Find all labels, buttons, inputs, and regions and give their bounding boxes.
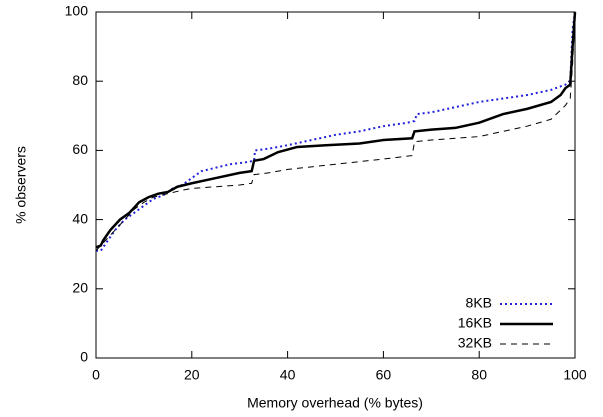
y-tick-label: 0 xyxy=(80,349,88,365)
legend-label: 8KB xyxy=(466,295,492,311)
x-axis-label: Memory overhead (% bytes) xyxy=(247,395,423,411)
y-tick-label: 60 xyxy=(72,141,88,157)
legend-label: 32KB xyxy=(458,335,492,351)
series-line xyxy=(95,11,576,252)
x-tick-label: 100 xyxy=(563,367,587,383)
y-tick-label: 100 xyxy=(65,3,89,19)
x-tick-label: 40 xyxy=(280,367,296,383)
legend-label: 16KB xyxy=(458,315,492,331)
plot-frame xyxy=(95,11,576,359)
y-tick-label: 20 xyxy=(72,280,88,296)
series-line xyxy=(95,11,577,249)
x-tick-label: 80 xyxy=(471,367,487,383)
y-tick-label: 80 xyxy=(72,72,88,88)
y-tick-label: 40 xyxy=(72,210,88,226)
x-tick-label: 20 xyxy=(184,367,200,383)
x-tick-label: 60 xyxy=(376,367,392,383)
x-tick-label: 0 xyxy=(92,367,100,383)
y-axis-label: % observers xyxy=(13,146,29,224)
series-line xyxy=(96,11,576,252)
